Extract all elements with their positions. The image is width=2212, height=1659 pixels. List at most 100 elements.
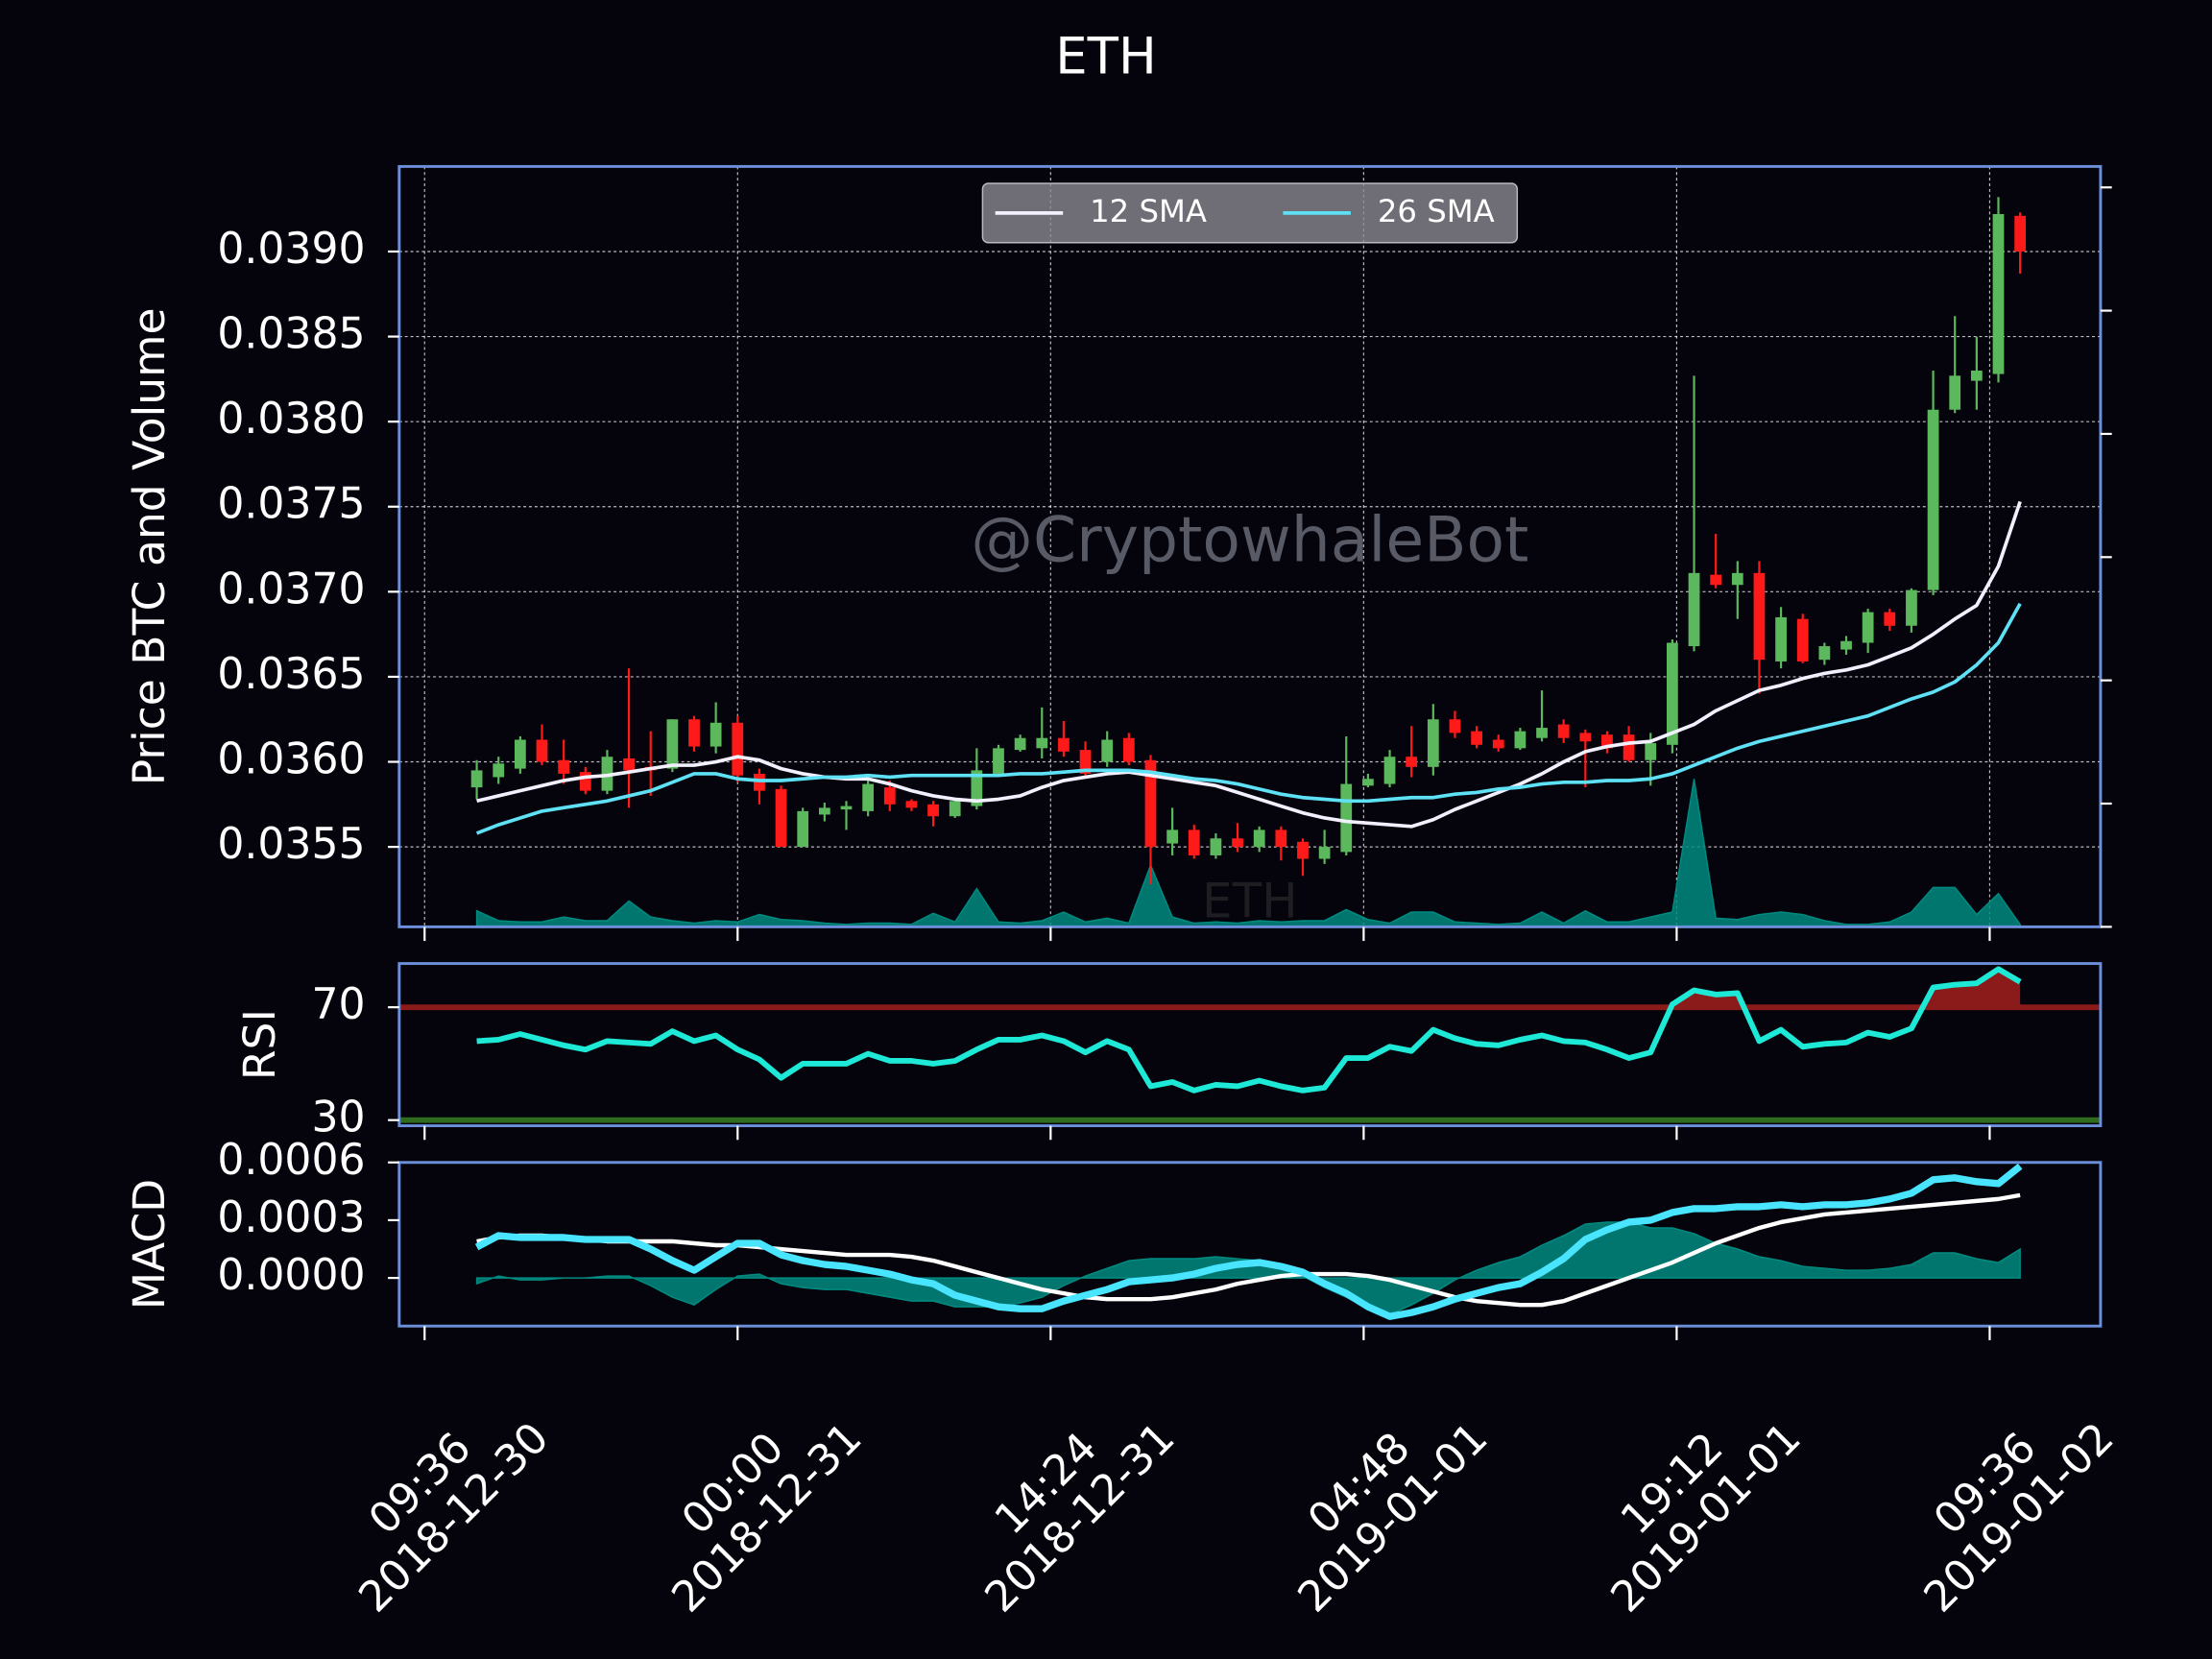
candle-body <box>1079 750 1092 774</box>
candle-body <box>1210 838 1222 855</box>
candle-body <box>470 770 483 788</box>
candle-body <box>993 748 1004 774</box>
candle-body <box>732 722 744 776</box>
y-tick-label: 70 <box>311 980 365 1029</box>
candle-body <box>1731 572 1743 586</box>
candle-body <box>1579 733 1592 742</box>
candle-body <box>1753 572 1766 661</box>
candle-body <box>1383 757 1396 784</box>
candle-body <box>862 783 875 811</box>
candle-body <box>1818 646 1831 661</box>
candle-body <box>1840 640 1852 650</box>
candle-body <box>1710 574 1722 586</box>
candle-body <box>1406 757 1418 767</box>
candle-body <box>797 810 809 848</box>
y-axis-label: RSI <box>234 1009 285 1080</box>
candle-body <box>1536 728 1548 738</box>
candle-body <box>1623 734 1635 760</box>
y-tick-label: 0.0365 <box>217 650 365 699</box>
candle-body <box>905 801 918 808</box>
candle-body <box>1340 783 1353 853</box>
candle-body <box>1906 589 1917 626</box>
candle-body <box>1014 737 1026 751</box>
y-tick-label: 0.0385 <box>217 310 365 359</box>
candle-body <box>1775 616 1787 661</box>
axes-frame <box>397 1161 2103 1328</box>
level-fill <box>1671 969 2021 1008</box>
candle-body <box>1101 739 1114 762</box>
candle-body <box>536 739 548 762</box>
candle-body <box>1036 737 1048 749</box>
annotation: ETH <box>1202 873 1298 928</box>
candle-body <box>927 804 939 817</box>
candle-body <box>1970 371 1983 381</box>
plot-area <box>398 966 2101 1123</box>
candle-body <box>1927 409 1939 590</box>
y-axis-label: MACD <box>124 1179 175 1310</box>
candle-body <box>709 722 722 747</box>
candle-body <box>971 770 983 806</box>
candle-body <box>1645 743 1657 760</box>
line <box>475 602 2022 835</box>
candle-body <box>558 759 570 774</box>
candle-body <box>688 719 700 747</box>
y-tick-label: 0.0390 <box>217 225 365 274</box>
candle-body <box>840 805 853 810</box>
candle-body <box>623 757 635 771</box>
candle-body <box>1188 830 1200 855</box>
axes-frame <box>397 164 2103 928</box>
y-tick-label: 0.0003 <box>217 1193 365 1242</box>
candle-body <box>1253 830 1265 848</box>
candle-body <box>1166 830 1179 844</box>
line <box>476 500 2022 829</box>
candle-body <box>1362 779 1374 786</box>
candle-body <box>1297 841 1309 859</box>
y-tick-label: 0.0000 <box>217 1251 365 1300</box>
line <box>474 1163 2023 1320</box>
y-tick-label: 0.0360 <box>217 735 365 784</box>
candle-body <box>579 772 591 791</box>
y-tick-label: 0.0370 <box>217 565 365 613</box>
candle-body <box>1318 847 1331 859</box>
candle-body <box>1492 739 1504 749</box>
candle-body <box>1122 737 1135 762</box>
chart-title: ETH <box>1055 27 1156 85</box>
y-tick-label: 0.0380 <box>217 395 365 444</box>
y-tick-label: 0.0375 <box>217 480 365 529</box>
candle-body <box>775 788 787 848</box>
annotation: @CryptowhaleBot <box>971 505 1528 577</box>
axes-frame <box>397 962 2103 1128</box>
candle-body <box>1949 375 1961 410</box>
y-tick-label: 30 <box>311 1094 365 1142</box>
legend-label: 26 SMA <box>1378 193 1495 229</box>
candle-body <box>1557 724 1570 738</box>
candle-body <box>514 739 526 769</box>
area <box>475 779 2021 927</box>
candle-body <box>1232 838 1243 848</box>
candle-body <box>493 763 505 778</box>
candle-body <box>1667 642 1678 745</box>
candle-body <box>1601 734 1613 749</box>
candle-body <box>1796 618 1809 661</box>
candle-body <box>1275 830 1287 848</box>
candle-body <box>1058 737 1070 752</box>
candle-body <box>1427 719 1439 767</box>
candle-body <box>1688 572 1700 647</box>
y-tick-label: 0.0355 <box>217 820 365 869</box>
candle-body <box>2014 215 2027 252</box>
plot-area: @CryptowhaleBot ETH <box>398 166 2101 928</box>
y-tick-label: 0.0006 <box>217 1136 365 1185</box>
candle-body <box>1144 759 1157 848</box>
candle-body <box>666 719 679 769</box>
candle-body <box>818 807 830 815</box>
candle-body <box>1514 731 1527 749</box>
line <box>476 966 2022 1094</box>
candle-body <box>1449 719 1461 733</box>
legend-box <box>981 182 1519 244</box>
candle-body <box>1471 731 1482 745</box>
candle-body <box>949 801 961 817</box>
candle-body <box>1884 612 1896 626</box>
